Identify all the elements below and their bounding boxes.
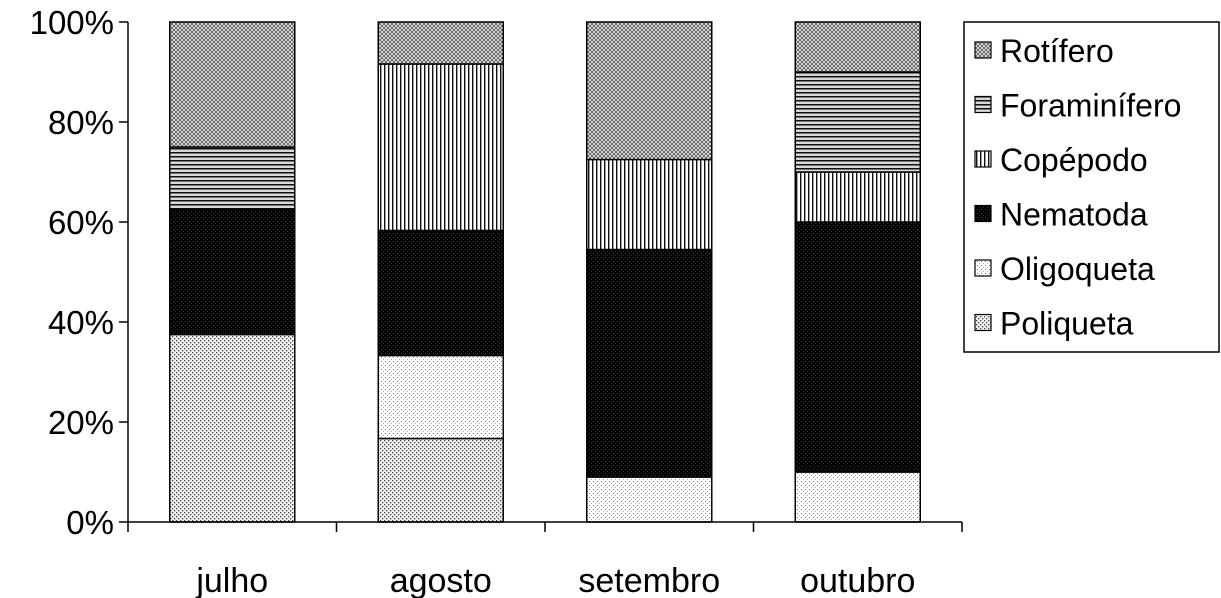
bar-setembro-nematoda: [586, 248, 713, 478]
y-tick-label: 100%: [30, 4, 114, 41]
legend-swatch-nematoda: [974, 204, 992, 223]
legend-label-oligoqueta: Oligoqueta: [1000, 251, 1155, 287]
y-tick-label: 80%: [48, 104, 114, 141]
bar-outubro-nematoda: [794, 221, 921, 473]
bar-setembro-oligoqueta: [586, 476, 713, 523]
legend-label-poliqueta: Poliqueta: [1000, 306, 1134, 342]
legend-label-rotifero: Rotífero: [1000, 33, 1114, 69]
legend-swatch-rotifero: [974, 41, 992, 59]
bar-julho-rotifero: [169, 21, 296, 148]
legend-label-nematoda: Nematoda: [1000, 197, 1148, 233]
bar-agosto-rotifero: [377, 21, 504, 65]
bar-outubro-rotifero: [794, 21, 921, 73]
bar-agosto-oligoqueta: [377, 354, 504, 440]
y-tick-label: 0%: [66, 504, 114, 541]
y-tick-label: 20%: [48, 404, 114, 441]
bar-outubro-foraminifero: [794, 71, 921, 173]
bar-setembro-copepodo: [586, 158, 713, 251]
x-tick-label: agosto: [390, 562, 492, 598]
legend-label-foraminifero: Foraminífero: [1000, 88, 1181, 124]
y-tick-label: 60%: [48, 204, 114, 241]
x-tick-label: setembro: [578, 562, 720, 598]
legend-swatch-poliqueta: [974, 313, 992, 332]
x-tick-label: outubro: [800, 562, 915, 598]
legend: Rotífero Foraminífero Copépodo Nematoda Olig…: [963, 21, 1220, 353]
legend-swatch-oligoqueta: [974, 259, 992, 277]
bar-outubro-oligoqueta: [794, 471, 921, 523]
bar-outubro-copepodo: [794, 171, 921, 223]
bar-julho-foraminifero: [169, 146, 296, 211]
x-tick-label: julho: [195, 562, 268, 598]
bar-agosto-poliqueta: [377, 437, 504, 523]
bar-setembro-rotifero: [586, 21, 713, 161]
y-tick-label: 40%: [48, 304, 114, 341]
bar-agosto-nematoda: [377, 229, 504, 357]
legend-swatch-copepodo: [974, 150, 992, 168]
axes: 0% 20% 40% 60% 80% 100% julho agosto setembro out…: [30, 4, 963, 598]
legend-swatch-foraminifero: [974, 95, 992, 114]
legend-label-copepodo: Copépodo: [1000, 142, 1148, 178]
bar-julho-poliqueta: [169, 333, 296, 523]
bar-agosto-copepodo: [377, 63, 504, 232]
legend-box: [963, 21, 1220, 353]
bar-julho-nematoda: [169, 208, 296, 336]
plot-area: [169, 21, 921, 523]
